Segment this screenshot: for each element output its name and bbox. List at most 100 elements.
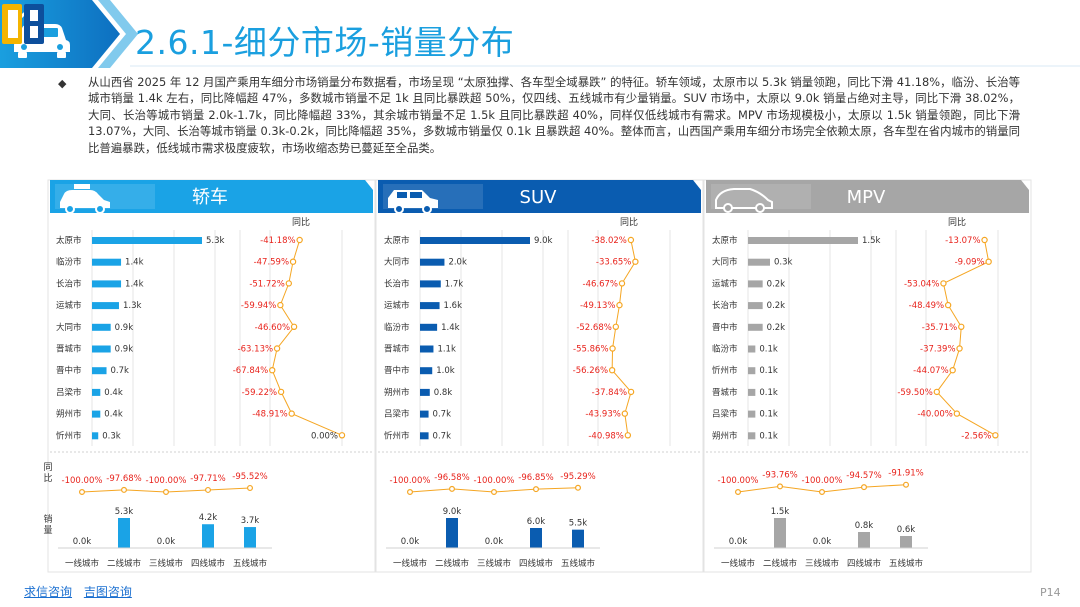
- yoy-label: 0.00%: [311, 431, 338, 441]
- window: [397, 192, 407, 198]
- yoy-point: [609, 345, 616, 352]
- tier-label: 四线城市: [519, 558, 554, 569]
- city-label: 朔州市: [56, 409, 82, 420]
- city-value-label: 1.4k: [125, 279, 144, 289]
- city-label: 朔州市: [384, 387, 410, 398]
- panel-header: [706, 180, 1029, 213]
- tier-bar: [858, 532, 870, 548]
- city-value-label: 0.2k: [767, 279, 786, 289]
- suv-icon: [388, 190, 438, 214]
- city-label: 晋城市: [56, 344, 82, 355]
- yoy-label: -59.94%: [241, 301, 276, 311]
- tier-label: 三线城市: [149, 558, 184, 569]
- city-label: 朔州市: [712, 430, 738, 441]
- page-title: 2.6.1-细分市场-销量分布: [135, 23, 515, 62]
- tier-value-label: 0.0k: [485, 537, 504, 547]
- city-label: 忻州市: [56, 430, 82, 441]
- page-number: P14: [1040, 586, 1061, 599]
- city-value-label: 1.1k: [437, 345, 456, 355]
- city-label: 临汾市: [712, 344, 738, 355]
- tier-label: 三线城市: [805, 558, 840, 569]
- city-value-label: 9.0k: [534, 236, 553, 246]
- city-bar: [420, 388, 430, 396]
- yoy-point: [953, 410, 961, 417]
- city-label: 长治市: [384, 278, 410, 289]
- city-bar: [92, 345, 111, 353]
- tier-value-label: 5.3k: [115, 507, 134, 517]
- yoy-point: [288, 410, 295, 417]
- tier-value-label: 3.7k: [241, 516, 260, 526]
- yoy-label: -53.04%: [904, 279, 939, 289]
- tier-bar: [202, 524, 214, 548]
- city-bar: [420, 410, 429, 418]
- yoy-point: [612, 323, 620, 330]
- yoy-point: [618, 280, 626, 287]
- panel-header: [50, 180, 373, 213]
- footer-link-jitu[interactable]: 吉图咨询: [83, 585, 132, 599]
- tier-bar: [530, 528, 542, 548]
- bullet-icon: ◆: [58, 77, 67, 90]
- tier-value-label: 1.5k: [771, 507, 790, 517]
- tier-value-label: 9.0k: [443, 507, 462, 517]
- summary-paragraph: 从山西省 2025 年 12 月国产乘用车细分市场销量分布数据看，市场呈现 “太…: [88, 75, 1020, 155]
- city-value-label: 0.3k: [102, 431, 121, 441]
- tier-yoy-label: -100.00%: [146, 476, 187, 486]
- yoy-label: -35.71%: [922, 323, 957, 333]
- city-bar: [748, 258, 770, 266]
- city-bar: [420, 432, 429, 440]
- city-label: 吕梁市: [56, 387, 82, 398]
- city-label: 长治市: [712, 300, 738, 311]
- yoy-label: -43.93%: [585, 410, 620, 420]
- tier-label: 一线城市: [721, 558, 756, 569]
- yoy-point: [338, 432, 346, 439]
- city-label: 晋中市: [384, 365, 410, 376]
- tier-bar: [446, 518, 458, 548]
- tier-yoy-point: [902, 481, 909, 488]
- yoy-point: [632, 258, 639, 265]
- tier-yoy-label: -97.71%: [190, 474, 225, 484]
- city-value-label: 0.9k: [115, 323, 134, 333]
- tier-yoy-point: [78, 489, 85, 496]
- yoy-point: [616, 301, 623, 309]
- wheel: [755, 203, 765, 213]
- tier-bar: [900, 536, 912, 548]
- sedan-icon: [60, 184, 110, 214]
- tier-value-label: 0.0k: [73, 537, 92, 547]
- tier-yoy-point: [532, 486, 539, 493]
- city-bar: [748, 345, 756, 353]
- yoy-line: [271, 239, 343, 436]
- wheel: [723, 203, 733, 213]
- city-label: 晋城市: [384, 344, 410, 355]
- city-bar: [92, 237, 202, 244]
- yoy-label: -38.02%: [591, 236, 626, 246]
- city-bar: [420, 323, 438, 331]
- yoy-header: 同比: [948, 216, 966, 228]
- tier-label: 二线城市: [107, 558, 142, 569]
- footer-link-qiuxin[interactable]: 求信咨询: [24, 585, 73, 599]
- yoy-label: -55.86%: [573, 345, 608, 355]
- panel-title: SUV: [520, 187, 558, 208]
- tier-label: 二线城市: [763, 558, 798, 569]
- yoy-point: [627, 236, 635, 244]
- tier-yoy-point: [407, 489, 414, 496]
- city-label: 临汾市: [384, 322, 410, 333]
- yoy-point: [608, 367, 616, 374]
- city-value-label: 2.0k: [448, 258, 467, 268]
- panel-title: MPV: [847, 187, 886, 208]
- mpv-shape: [715, 188, 773, 209]
- tier-value-label: 0.0k: [157, 537, 176, 547]
- side-label-sales: 销: [43, 513, 52, 525]
- city-value-label: 0.1k: [759, 345, 778, 355]
- wheel: [95, 204, 105, 214]
- header-bar: 2.6.1-细分市场-销量分布: [0, 0, 1080, 75]
- tier-yoy-point: [860, 484, 867, 491]
- city-bar: [748, 410, 756, 418]
- yoy-label: -41.18%: [260, 236, 295, 246]
- city-value-label: 0.4k: [104, 410, 123, 420]
- city-label: 大同市: [56, 322, 82, 333]
- side-label-sales: 量: [43, 525, 52, 536]
- yoy-label: -37.84%: [592, 388, 627, 398]
- tier-yoy-point: [205, 486, 212, 493]
